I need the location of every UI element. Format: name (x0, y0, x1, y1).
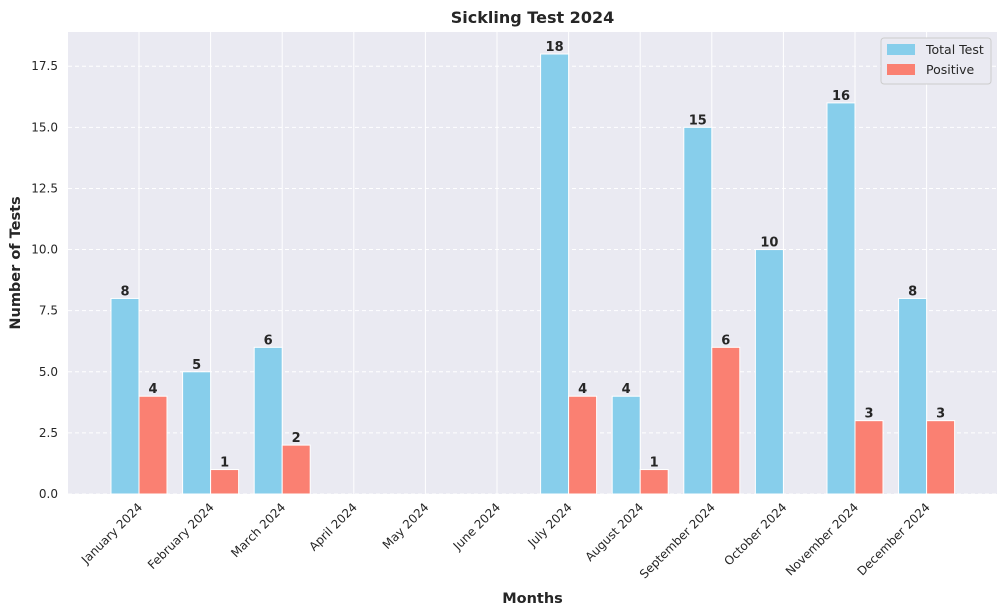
x-tick-label: September 2024 (637, 500, 718, 581)
x-tick-label: July 2024 (525, 500, 575, 550)
x-tick-label: June 2024 (450, 500, 503, 553)
bar-positive (926, 420, 956, 495)
bar-value-label: 10 (760, 236, 778, 251)
bar-positive (639, 469, 669, 495)
x-tick-label: May 2024 (380, 500, 432, 552)
y-tick-labels: 0.0 2.5 5.0 7.5 10.0 12.5 15.0 17.5 (31, 59, 58, 501)
x-tick-label: March 2024 (228, 500, 288, 560)
bar-total-test (611, 395, 641, 495)
bar-total-test (182, 371, 212, 495)
y-axis-label: Number of Tests (8, 196, 24, 329)
bar-value-label: 4 (578, 382, 587, 397)
bar-value-label: 16 (832, 89, 850, 104)
bar-positive (138, 395, 168, 495)
y-tick-label: 10.0 (31, 243, 58, 257)
x-tick-label: December 2024 (855, 500, 933, 578)
x-tick-label: November 2024 (783, 500, 861, 578)
bar-positive (210, 469, 240, 495)
bar-total-test (826, 102, 856, 495)
chart-title: Sickling Test 2024 (451, 8, 614, 27)
bar-value-label: 4 (622, 382, 631, 397)
legend-label-total-test: Total Test (925, 42, 984, 57)
bar-value-label: 8 (908, 284, 917, 299)
horizontal-gridlines (68, 65, 997, 495)
bar-positive (854, 420, 884, 495)
bar-value-label: 15 (689, 113, 707, 128)
legend-swatch-positive (887, 64, 915, 75)
bar-positive (568, 395, 598, 495)
x-tick-labels: January 2024 February 2024 March 2024 April… (78, 500, 933, 581)
bar-total-test (898, 297, 928, 495)
y-tick-label: 7.5 (39, 304, 58, 318)
y-tick-label: 5.0 (39, 365, 58, 379)
bar-value-label: 3 (936, 407, 945, 422)
bar-value-label: 1 (220, 456, 229, 471)
y-tick-label: 17.5 (31, 59, 58, 73)
bar-value-label: 5 (192, 358, 201, 373)
x-tick-label: February 2024 (145, 500, 217, 572)
x-tick-label: April 2024 (306, 500, 360, 554)
x-tick-label: October 2024 (721, 500, 789, 568)
bar-total-test (110, 297, 140, 495)
y-tick-label: 15.0 (31, 120, 58, 134)
legend: Total Test Positive (880, 37, 992, 85)
bar-value-label: 6 (721, 333, 730, 348)
bar-positive (281, 444, 311, 495)
bar-total-test (253, 346, 283, 495)
x-axis-label: Months (502, 591, 563, 607)
y-tick-label: 12.5 (31, 181, 58, 195)
bar-value-label: 1 (650, 456, 659, 471)
y-tick-label: 2.5 (39, 426, 58, 440)
bar-value-label: 4 (148, 382, 157, 397)
bar-total-test (540, 53, 570, 495)
bar-total-test (683, 126, 713, 495)
bars (110, 53, 956, 495)
bar-value-label: 8 (120, 284, 129, 299)
legend-label-positive: Positive (926, 62, 974, 77)
bar-value-label: 2 (292, 431, 301, 446)
y-tick-label: 0.0 (39, 487, 58, 501)
bar-total-test (754, 249, 784, 495)
x-tick-label: January 2024 (78, 500, 145, 567)
x-tick-label: August 2024 (582, 500, 646, 564)
bar-positive (711, 346, 741, 495)
bar-value-label: 3 (864, 407, 873, 422)
bar-value-label: 18 (546, 40, 564, 55)
bar-value-label: 6 (264, 333, 273, 348)
legend-swatch-total-test (887, 44, 915, 55)
